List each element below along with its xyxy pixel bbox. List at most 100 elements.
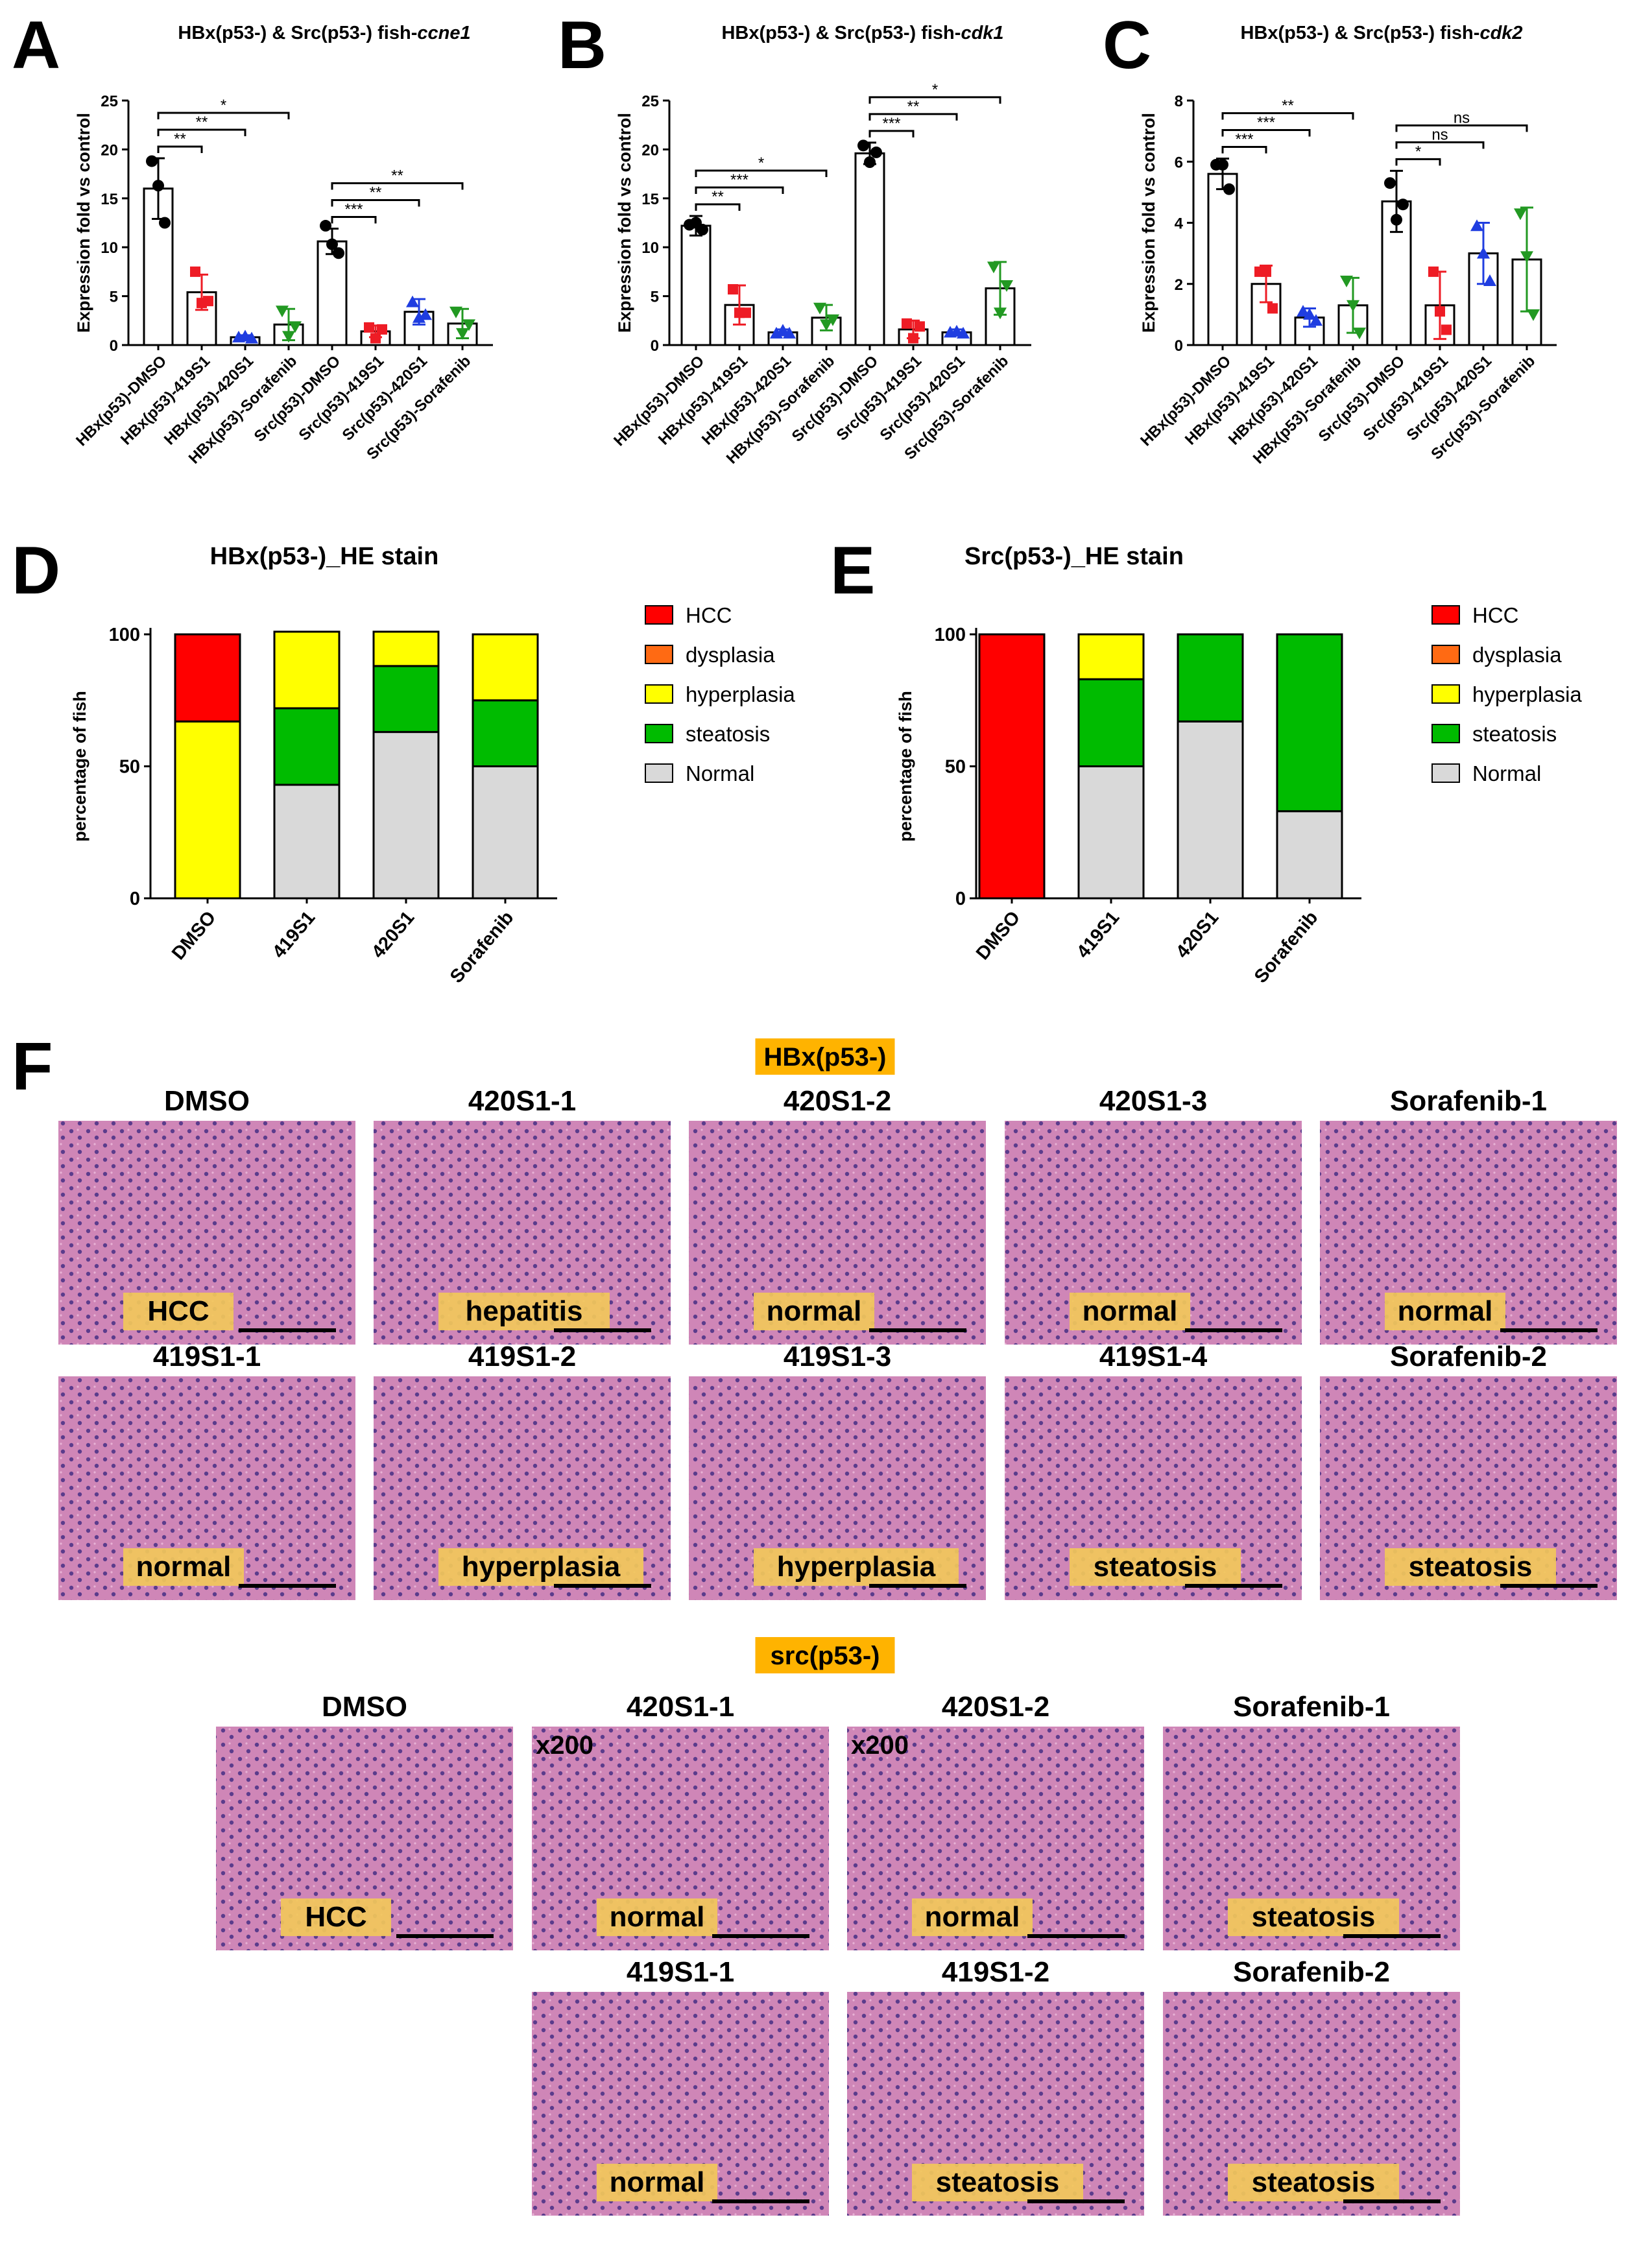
image-title: 420S1-2 xyxy=(784,1085,891,1117)
diagnosis-label-box xyxy=(1070,1548,1241,1586)
data-point xyxy=(320,220,331,232)
histology-image: DMSO HCC xyxy=(216,1691,513,1950)
significance-bracket xyxy=(157,145,203,153)
image-title: Sorafenib-2 xyxy=(1390,1341,1547,1372)
chart-title: HBx(p53-) & Src(p53-) fish-cdk2 xyxy=(1240,23,1522,43)
significance-label: *** xyxy=(1257,114,1275,132)
chart-panel-E: E Src(p53-)_HE stain 0 50 100 percentage of f… xyxy=(830,533,1582,987)
y-tick-label: 100 xyxy=(109,625,140,645)
histology-image: 420S1-1 hepatitis xyxy=(374,1085,671,1345)
diagnosis-label: HCC xyxy=(147,1295,209,1327)
histology-image: 419S1-1 normal xyxy=(532,1956,829,2216)
significance-label: ** xyxy=(907,98,920,115)
data-point xyxy=(1217,158,1228,171)
data-point xyxy=(813,302,826,315)
diagnosis-label-box xyxy=(912,2164,1083,2201)
stacked-bar-segment xyxy=(1177,633,1244,723)
panel-letter: B xyxy=(558,8,606,83)
y-axis-label: percentage of fish xyxy=(70,691,90,842)
y-tick-label: 20 xyxy=(641,141,659,159)
chart-title-gene: ccne1 xyxy=(417,23,470,43)
significance-label: *** xyxy=(882,115,900,132)
chart-title: Src(p53-)_HE stain xyxy=(964,543,1184,570)
panel-letter: C xyxy=(1103,8,1151,83)
significance-label: ** xyxy=(370,184,382,202)
y-tick-label: 0 xyxy=(110,337,118,355)
image-title: 420S1-3 xyxy=(1099,1085,1207,1117)
diagnosis-label: steatosis xyxy=(1094,1551,1217,1583)
panel-F: F HBx(p53-) DMSO HCC 420S1-1 hepatitis 420S1-2… xyxy=(12,1029,1617,2216)
significance-label: * xyxy=(932,81,938,99)
stacked-bar-segment xyxy=(372,731,440,900)
bar xyxy=(854,152,885,346)
data-point xyxy=(770,326,783,339)
data-point xyxy=(697,224,708,236)
chart-title-prefix: HBx(p53-) & Src(p53-) fish- xyxy=(721,23,961,43)
legend-label: HCC xyxy=(686,603,732,627)
y-tick-label: 25 xyxy=(101,93,118,110)
diagnosis-label: steatosis xyxy=(1409,1551,1533,1583)
significance-bracket xyxy=(1395,141,1485,149)
data-point xyxy=(864,156,876,169)
data-point xyxy=(1520,251,1533,263)
data-point xyxy=(1261,266,1271,277)
data-point xyxy=(783,326,796,339)
data-point xyxy=(870,146,882,158)
legend-swatch xyxy=(645,645,673,664)
data-point xyxy=(326,238,338,250)
significance-bracket xyxy=(331,182,464,190)
data-point xyxy=(203,296,213,307)
diagnosis-label: normal xyxy=(610,1901,705,1933)
y-tick-label: 0 xyxy=(955,889,966,909)
data-point xyxy=(377,324,387,335)
data-point xyxy=(915,321,925,332)
significance-label: ** xyxy=(174,130,186,148)
y-tick-label: 10 xyxy=(101,239,118,257)
data-point xyxy=(1483,274,1496,287)
legend-label: steatosis xyxy=(1472,722,1557,746)
data-point xyxy=(1477,246,1490,259)
chart-title-prefix: HBx(p53-) & Src(p53-) fish- xyxy=(178,23,417,43)
histology-image: Sorafenib-2 steatosis xyxy=(1163,1956,1460,2216)
data-point xyxy=(957,326,970,339)
legend-swatch xyxy=(1431,605,1460,625)
image-title: 419S1-2 xyxy=(468,1341,576,1372)
data-point xyxy=(364,322,374,333)
data-point xyxy=(289,321,302,333)
bar xyxy=(1207,173,1238,346)
data-point xyxy=(449,306,462,318)
legend-label: hyperplasia xyxy=(686,682,795,706)
data-point xyxy=(152,180,164,192)
stacked-bar-segment xyxy=(472,699,539,767)
chart-title: HBx(p53-) & Src(p53-) fish-cdk1 xyxy=(721,23,1003,43)
diagnosis-label-box xyxy=(438,1293,610,1330)
legend-swatch xyxy=(645,684,673,704)
y-tick-label: 0 xyxy=(130,889,140,909)
diagnosis-label-box xyxy=(281,1898,391,1936)
data-point xyxy=(1470,219,1483,232)
stacked-bar-segment xyxy=(174,720,241,900)
y-tick-label: 0 xyxy=(651,337,659,355)
image-title: 420S1-1 xyxy=(627,1691,734,1723)
group-label: HBx(p53-) xyxy=(764,1043,887,1071)
data-point xyxy=(419,308,432,320)
diagnosis-label-box xyxy=(1228,1898,1399,1936)
legend-label: steatosis xyxy=(686,722,770,746)
y-tick-label: 15 xyxy=(101,191,118,208)
significance-label: ** xyxy=(391,167,403,185)
image-title: 419S1-3 xyxy=(784,1341,891,1372)
data-point xyxy=(462,319,475,331)
diagnosis-label-box xyxy=(438,1548,643,1586)
image-title: DMSO xyxy=(164,1085,250,1117)
diagnosis-label: normal xyxy=(1083,1295,1178,1327)
significance-label: *** xyxy=(1235,131,1253,149)
significance-bracket xyxy=(695,186,784,194)
image-title: 420S1-2 xyxy=(942,1691,1049,1723)
diagnosis-label: steatosis xyxy=(1252,1901,1376,1933)
significance-label: ns xyxy=(1431,126,1448,143)
diagnosis-label: normal xyxy=(925,1901,1020,1933)
significance-bracket xyxy=(157,112,290,119)
significance-bracket xyxy=(157,128,246,136)
data-point xyxy=(190,266,200,277)
